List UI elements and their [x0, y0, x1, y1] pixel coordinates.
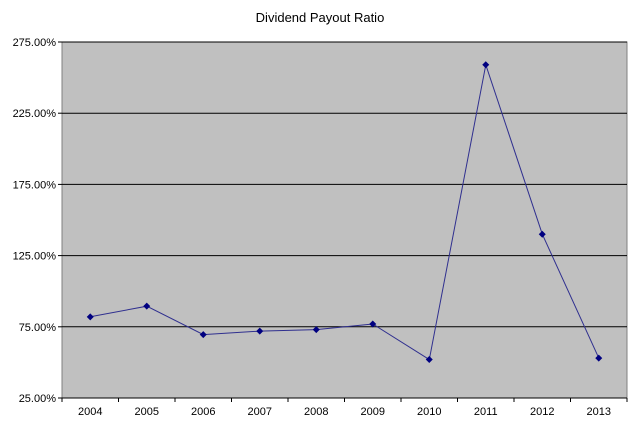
data-point-marker [425, 356, 433, 364]
chart-title: Dividend Payout Ratio [256, 10, 385, 25]
series-line [90, 62, 600, 361]
data-point-marker [595, 354, 603, 362]
x-tick-label: 2009 [361, 406, 385, 418]
y-tick-label: 25.00% [19, 393, 57, 405]
data-point-marker [538, 230, 546, 238]
data-point-marker [256, 327, 264, 335]
y-axis-ticks: 25.00% 75.00% 125.00% 175.00% 225.00% 275.00% [13, 37, 62, 405]
x-tick-label: 2006 [191, 406, 215, 418]
y-tick-label: 275.00% [13, 37, 57, 49]
x-tick-label: 2010 [417, 406, 441, 418]
x-tick-label: 2005 [135, 406, 159, 418]
y-tick-label: 175.00% [13, 179, 57, 191]
y-tick-label: 75.00% [19, 322, 57, 334]
y-tick-label: 225.00% [13, 108, 57, 120]
series-markers [86, 61, 603, 364]
x-tick-label: 2013 [587, 406, 611, 418]
x-tick-label: 2007 [248, 406, 272, 418]
data-point-marker [86, 313, 94, 321]
x-tick-label: 2012 [530, 406, 554, 418]
data-point-marker [143, 302, 151, 310]
x-tick-label: 2011 [474, 406, 498, 418]
data-point-marker [312, 326, 320, 334]
x-tick-label: 2008 [304, 406, 328, 418]
data-point-marker [482, 61, 490, 69]
x-axis-ticks: 2004 2005 2006 2007 2008 2009 2010 2011 2012 2013 [61, 397, 628, 418]
x-tick-label: 2004 [78, 406, 102, 418]
data-point-marker [369, 320, 377, 328]
y-tick-label: 125.00% [13, 251, 57, 263]
plot-area [61, 41, 628, 399]
data-point-marker [199, 331, 207, 339]
